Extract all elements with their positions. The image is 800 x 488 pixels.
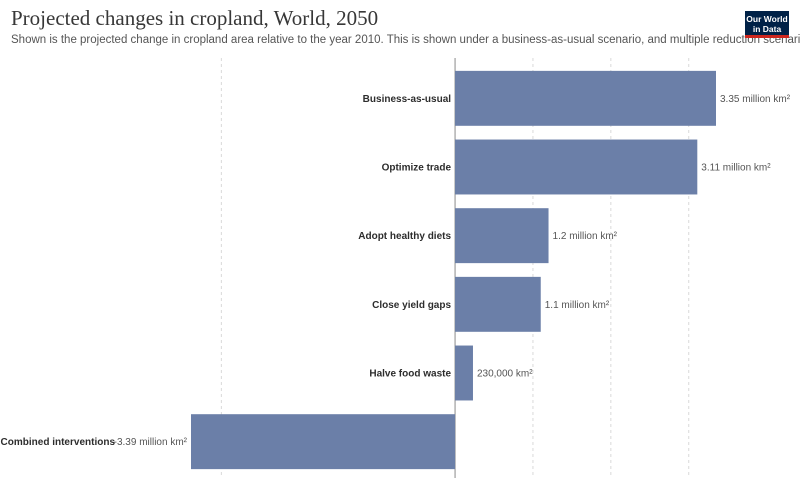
chart-title: Projected changes in cropland, World, 20…: [11, 6, 379, 30]
bar-5[interactable]: [191, 414, 456, 470]
category-label-1: Optimize trade: [382, 163, 452, 174]
value-label-4: 230,000 km²: [477, 369, 533, 380]
logo-line-1: Our World: [746, 14, 788, 24]
bar-layer: [191, 70, 716, 470]
owid-logo[interactable]: Our World in Data: [745, 11, 789, 38]
logo-stripe: [745, 35, 789, 38]
value-label-1: 3.11 million km²: [701, 163, 771, 174]
value-label-2: 1.2 million km²: [553, 231, 618, 242]
category-label-4: Halve food waste: [369, 369, 451, 380]
bar-4[interactable]: [455, 345, 473, 401]
category-label-3: Close yield gaps: [372, 300, 451, 311]
bar-3[interactable]: [455, 276, 541, 332]
category-label-2: Adopt healthy diets: [358, 231, 451, 242]
category-label-0: Business-as-usual: [363, 94, 452, 105]
chart-subtitle: Shown is the projected change in croplan…: [11, 34, 800, 46]
label-layer: Business-as-usual 3.35 million km² Optimiz…: [1, 94, 791, 448]
bar-1[interactable]: [455, 139, 698, 195]
logo-line-2: in Data: [752, 24, 782, 34]
grid-layer: [220, 58, 690, 478]
bar-2[interactable]: [455, 208, 549, 264]
category-label-5: Combined interventions: [1, 437, 116, 448]
value-label-3: 1.1 million km²: [545, 300, 610, 311]
value-label-0: 3.35 million km²: [720, 94, 791, 105]
value-label-5: -3.39 million km²: [114, 437, 188, 448]
bar-0[interactable]: [455, 70, 716, 126]
